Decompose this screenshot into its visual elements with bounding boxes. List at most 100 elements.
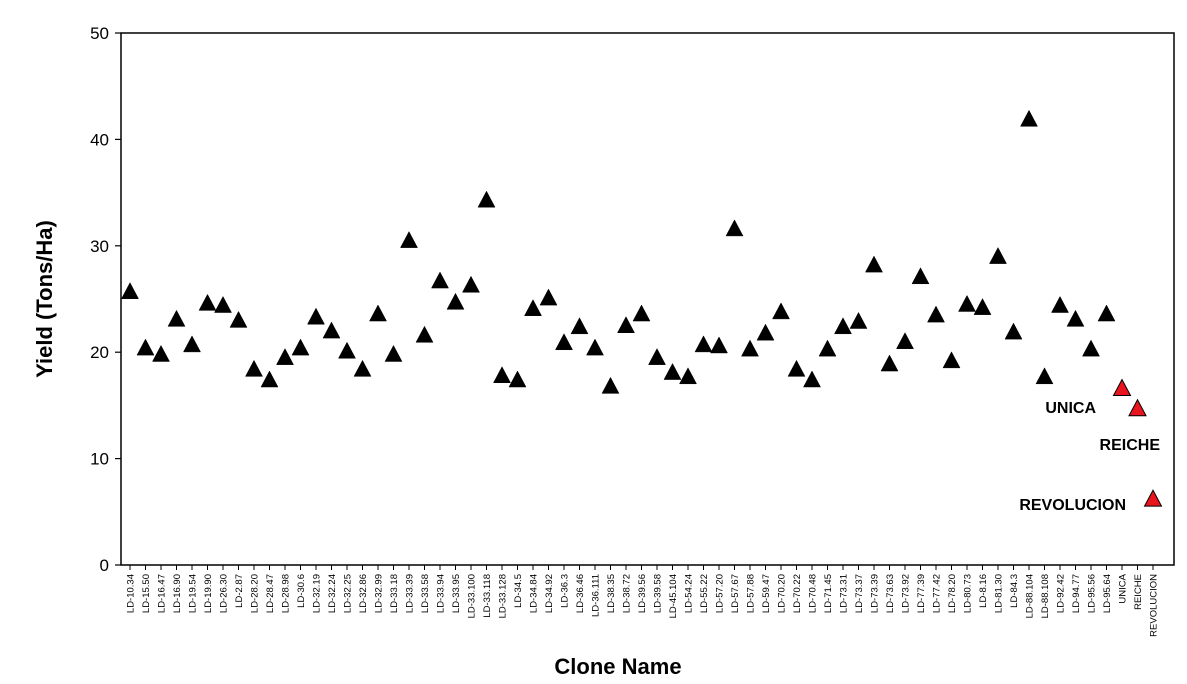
x-tick-label: LD-2.87 (234, 574, 245, 608)
x-tick-label: LD-88.104 (1025, 574, 1036, 618)
data-point-ld-92-42 (1051, 295, 1069, 313)
data-point-ld-8-16 (973, 298, 992, 315)
x-tick-label: LD-33.18 (389, 574, 400, 613)
data-point-ld-81-30 (989, 247, 1007, 264)
data-point-ld-33-118 (477, 190, 496, 208)
x-tick-label: LD-33.58 (420, 574, 431, 613)
x-tick-label: LD-39.56 (637, 574, 648, 613)
x-tick-label: LD-33.94 (436, 574, 447, 613)
x-tick-label: LD-73.63 (885, 574, 896, 613)
x-tick-label: LD-33.100 (467, 574, 478, 618)
data-point-ld-88-104 (1020, 109, 1038, 127)
x-tick-label: LD-36.46 (575, 574, 586, 613)
data-point-ld-32-24 (322, 321, 341, 339)
x-tick-label: LD-77.42 (932, 574, 943, 613)
data-point-ld-54-24 (679, 367, 697, 385)
x-tick-label: LD-38.72 (622, 574, 633, 613)
data-point-ld-84-3 (1004, 322, 1023, 340)
data-point-ld-36-3 (555, 333, 573, 351)
data-point-ld-70-22 (787, 359, 806, 377)
x-tick-label: LD-33.118 (482, 574, 493, 618)
data-point-ld-73-37 (849, 311, 868, 329)
data-point-ld-19-54 (183, 335, 201, 353)
x-tick-label: LD-28.47 (265, 574, 276, 613)
x-tick-label: LD-59.47 (761, 574, 772, 613)
data-point-ld-26-30 (214, 295, 232, 313)
data-point-ld-10-34 (121, 282, 139, 299)
x-tick-label: LD-28.20 (250, 574, 261, 613)
data-point-ld-80-73 (958, 294, 976, 312)
data-point-ld-19-90 (198, 293, 217, 311)
data-point-ld-34-5 (508, 370, 527, 388)
x-tick-label: LD-32.99 (374, 574, 385, 613)
y-axis-title: Yield (Tons/Ha) (32, 220, 57, 378)
x-tick-label: LD-33.128 (498, 574, 509, 618)
x-tick-label: LD-81.30 (994, 574, 1005, 613)
x-tick-label: UNICA (1118, 573, 1129, 603)
data-point-ld-33-95 (446, 292, 465, 310)
data-point-ld-38-72 (617, 316, 635, 333)
data-point-reiche (1128, 398, 1147, 417)
data-point-ld-77-42 (927, 305, 945, 323)
x-tick-label: LD-36.3 (560, 574, 571, 608)
data-point-ld-73-92 (896, 332, 914, 349)
x-tick-label: LD-77.39 (916, 574, 927, 613)
x-tick-label: LD-84.3 (1009, 574, 1020, 608)
x-tick-label: LD-73.31 (839, 574, 850, 613)
data-point-ld-28-20 (245, 359, 263, 377)
x-tick-label: LD-32.19 (312, 574, 323, 613)
data-point-revolucion (1143, 489, 1163, 507)
data-point-ld-32-86 (353, 359, 372, 377)
y-axis: 0 10 20 30 40 50 (90, 24, 121, 575)
data-point-ld-28-98 (276, 348, 294, 365)
x-tick-label: LD-70.48 (808, 574, 819, 613)
x-tick-label: LD-73.92 (901, 574, 912, 613)
x-tick-label: LD-15.50 (141, 574, 152, 613)
data-point-ld-33-94 (431, 271, 449, 289)
x-tick-label: LD-70.22 (792, 574, 803, 613)
x-axis: LD-10.34 LD-15.50 LD-16.47 LD-16.90 LD-19.54… (126, 565, 1160, 637)
x-tick-label: LD-70.20 (777, 574, 788, 613)
x-tick-label: LD-28.98 (281, 574, 292, 613)
data-point-ld-33-18 (384, 344, 403, 362)
data-point-ld-88-108 (1035, 367, 1054, 385)
x-tick-label: LD-55.22 (699, 574, 710, 613)
data-point-ld-57-67 (725, 219, 744, 237)
x-tick-label: LD-73.39 (870, 574, 881, 613)
x-tick-label: LD-80.73 (963, 574, 974, 613)
x-tick-label: LD-32.24 (327, 574, 338, 613)
annotation-unica: UNICA (1045, 400, 1096, 417)
data-point-ld-57-88 (741, 339, 759, 357)
data-point-ld-57-20 (710, 336, 728, 354)
data-point-ld-55-22 (694, 335, 713, 353)
x-tick-label: LD-30.6 (296, 574, 307, 608)
data-point-ld-36-111 (586, 338, 604, 356)
x-tick-label: LD-57.67 (730, 574, 741, 613)
y-tick-label: 50 (90, 24, 109, 43)
x-tick-label: LD-78.20 (947, 574, 958, 613)
x-axis-title: Clone Name (554, 654, 681, 679)
x-tick-label: LD-94.77 (1071, 574, 1082, 613)
x-tick-label: LD-33.95 (451, 574, 462, 613)
x-tick-label: LD-57.20 (715, 574, 726, 613)
x-tick-label: LD-95.56 (1087, 574, 1098, 613)
data-point-ld-2-87 (229, 310, 248, 328)
data-point-ld-70-20 (772, 302, 790, 320)
x-tick-label: LD-34.92 (544, 574, 555, 613)
x-tick-label: LD-16.90 (172, 574, 183, 613)
data-point-ld-73-39 (865, 255, 883, 273)
data-point-ld-30-6 (291, 338, 310, 356)
data-point-ld-32-25 (338, 341, 356, 359)
data-point-ld-59-47 (756, 323, 775, 341)
data-point-ld-71-45 (818, 339, 837, 357)
x-tick-label: LD-36.111 (591, 574, 602, 617)
x-tick-label: LD-92.42 (1056, 574, 1067, 613)
data-point-ld-36-46 (570, 317, 589, 335)
y-tick-label: 20 (90, 343, 109, 362)
data-point-ld-32-99 (369, 304, 387, 322)
data-point-ld-39-58 (648, 348, 666, 365)
x-tick-label: REICHE (1133, 574, 1144, 610)
y-tick-label: 30 (90, 237, 109, 256)
x-tick-label: LD-26.30 (219, 574, 230, 613)
